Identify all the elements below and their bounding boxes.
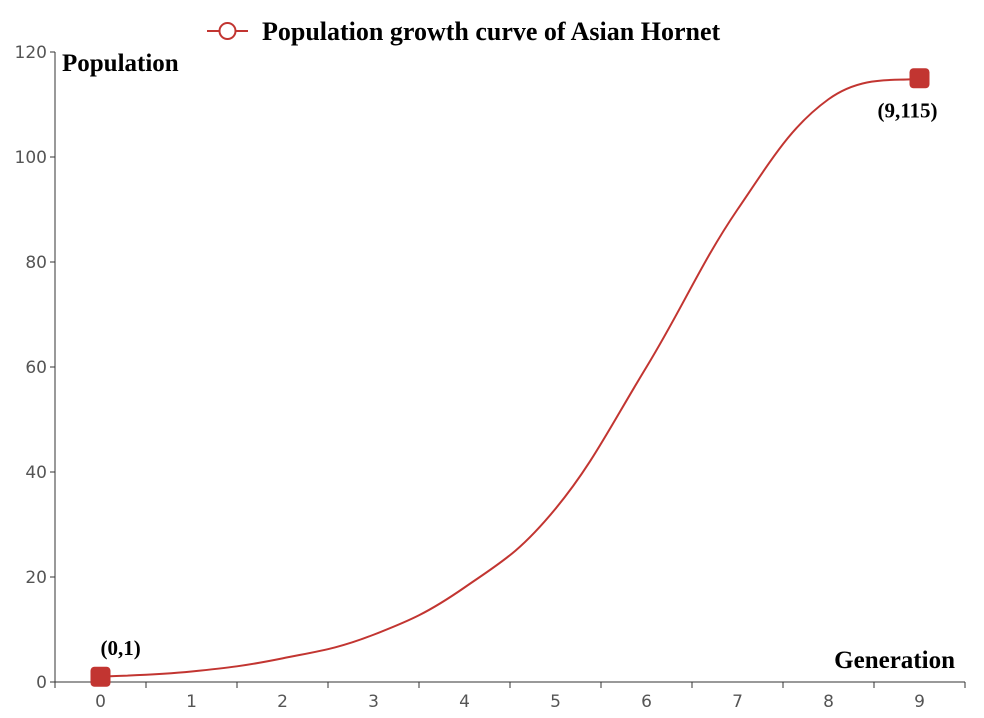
y-tick-label: 40: [25, 463, 47, 483]
x-tick-label: 3: [368, 692, 379, 712]
y-tick-label: 120: [15, 43, 47, 63]
x-tick-label: 6: [641, 692, 652, 712]
y-tick-label: 20: [25, 568, 47, 588]
x-tick-label: 7: [732, 692, 743, 712]
y-axis-label: Population: [62, 50, 179, 77]
y-tick-label: 80: [25, 253, 47, 273]
x-tick-label: 5: [550, 692, 561, 712]
x-tick-label: 2: [277, 692, 288, 712]
x-tick-label: 8: [823, 692, 834, 712]
y-tick-label: 100: [15, 148, 47, 168]
x-tick-label: 1: [186, 692, 197, 712]
x-tick-label: 4: [459, 692, 470, 712]
x-tick-label: 0: [95, 692, 106, 712]
point-annotation-label: (9,115): [877, 98, 937, 122]
chart-legend[interactable]: Population growth curve of Asian Hornet: [207, 17, 720, 46]
y-axis: 0 20 40 60 80 100 120: [15, 43, 56, 693]
x-axis-label: Generation: [834, 647, 955, 674]
legend-circle-icon: [218, 22, 237, 40]
series-line[interactable]: [100, 77, 920, 678]
y-tick-label: 0: [36, 673, 47, 693]
x-axis: 0 1 2 3 4 5 6 7 8 9: [54, 681, 966, 712]
series-layer: [100, 77, 920, 678]
highlight-point-marker[interactable]: [90, 666, 111, 687]
x-tick-label: 9: [914, 692, 925, 712]
point-annotation-label: (0,1): [101, 636, 141, 660]
highlight-point-marker[interactable]: [909, 68, 930, 89]
annotation-layer: (0,1) (9,115): [90, 68, 938, 687]
y-tick-label: 60: [25, 358, 47, 378]
legend-label: Population growth curve of Asian Hornet: [262, 17, 720, 46]
